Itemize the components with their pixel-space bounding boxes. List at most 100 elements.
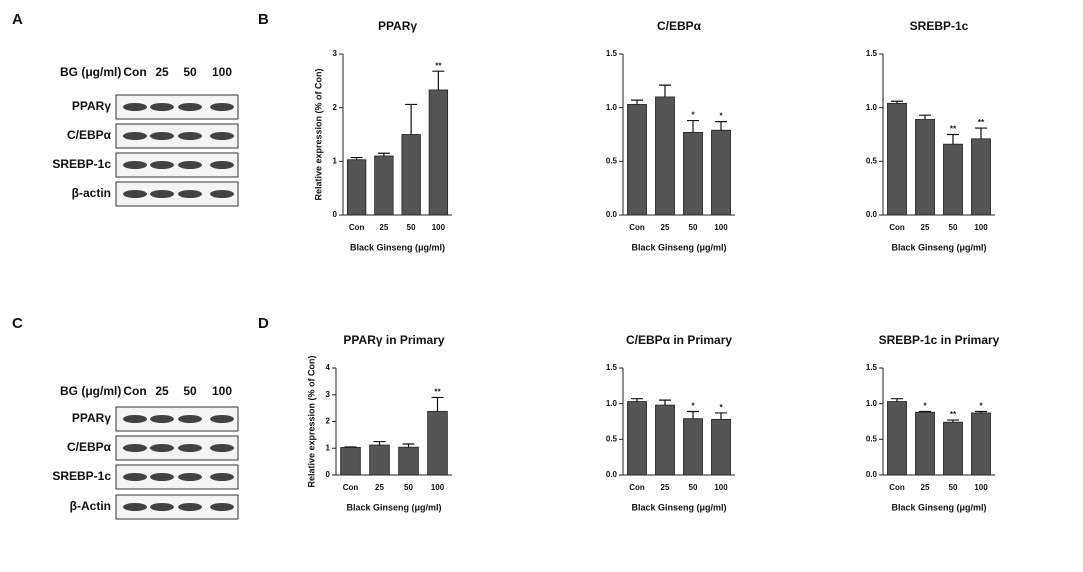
- x-tick-label: 100: [974, 483, 988, 492]
- chart-title: SREBP-1c in Primary: [879, 333, 1000, 347]
- x-tick-label: Con: [629, 483, 645, 492]
- y-tick-label: 0: [326, 470, 331, 479]
- bar: [943, 144, 962, 215]
- row-label: PPARγ: [72, 99, 111, 113]
- y-tick-label: 1.0: [866, 399, 878, 408]
- chart-title: PPARγ in Primary: [343, 333, 444, 347]
- error-bar: [687, 412, 699, 419]
- blot-band: [150, 132, 174, 140]
- x-tick-label: 50: [407, 223, 416, 232]
- blot-header: BG (μg/ml): [60, 65, 121, 79]
- x-axis-label: Black Ginseng (μg/ml): [891, 242, 986, 252]
- lane-label: 25: [155, 384, 169, 398]
- y-axis-label: Relative expression (% of Con): [306, 355, 316, 487]
- row-label: SREBP-1c: [52, 157, 111, 171]
- error-bar: [891, 399, 903, 402]
- y-tick-label: 1.5: [866, 49, 878, 58]
- blot-band: [150, 473, 174, 481]
- bar: [370, 445, 390, 475]
- error-bar: [947, 135, 959, 145]
- y-tick-label: 3: [326, 390, 331, 399]
- x-tick-label: Con: [349, 223, 365, 232]
- x-tick-label: Con: [889, 223, 905, 232]
- blot-band: [210, 103, 234, 111]
- significance-label: **: [950, 410, 957, 419]
- significance-label: **: [978, 118, 985, 127]
- x-tick-label: 100: [974, 223, 988, 232]
- significance-label: *: [691, 111, 695, 120]
- x-tick-label: 100: [714, 223, 728, 232]
- blot-band: [123, 190, 147, 198]
- blot-band: [178, 161, 202, 169]
- x-tick-label: 25: [379, 223, 388, 232]
- x-tick-label: 50: [404, 483, 413, 492]
- y-tick-label: 0.0: [866, 470, 878, 479]
- blot-band: [178, 444, 202, 452]
- error-bar: [432, 71, 444, 90]
- y-tick-label: 1.5: [606, 49, 618, 58]
- error-bar: [432, 397, 444, 411]
- blot-band: [210, 473, 234, 481]
- significance-label: *: [719, 403, 723, 412]
- bar: [971, 139, 990, 215]
- error-bar: [631, 399, 643, 402]
- y-tick-label: 0.5: [606, 434, 618, 443]
- y-tick-label: 1.0: [866, 103, 878, 112]
- x-axis-label: Black Ginseng (μg/ml): [891, 502, 986, 512]
- blot-band: [123, 103, 147, 111]
- x-axis-label: Black Ginseng (μg/ml): [350, 242, 445, 252]
- blot-band: [210, 415, 234, 423]
- blot-band: [123, 473, 147, 481]
- error-bar: [715, 122, 727, 131]
- blot-band: [178, 190, 202, 198]
- figure: A B C D BG (μg/ml)Con2550100PPARγC/EBPαS…: [0, 0, 1083, 572]
- x-tick-label: 25: [921, 483, 930, 492]
- lane-label: 25: [155, 65, 169, 79]
- significance-label: *: [923, 402, 927, 411]
- error-bar: [403, 444, 415, 447]
- y-tick-label: 0.5: [866, 156, 878, 165]
- bar: [627, 104, 646, 215]
- blot-band: [150, 444, 174, 452]
- x-tick-label: 25: [661, 223, 670, 232]
- bar: [943, 422, 962, 475]
- y-tick-label: 1.5: [866, 363, 878, 372]
- y-tick-label: 1: [333, 156, 338, 165]
- y-tick-label: 1.5: [606, 363, 618, 372]
- y-axis-label: Relative expression (% of Con): [313, 68, 323, 200]
- y-tick-label: 0: [333, 210, 338, 219]
- error-bar: [919, 115, 931, 119]
- row-label: PPARγ: [72, 411, 111, 425]
- panel-label: C: [12, 315, 23, 332]
- blot-band: [210, 190, 234, 198]
- bar: [375, 156, 394, 215]
- lane-label: Con: [123, 65, 146, 79]
- x-tick-label: Con: [629, 223, 645, 232]
- row-label: C/EBPα: [67, 128, 112, 142]
- x-tick-label: 50: [689, 483, 698, 492]
- significance-label: *: [979, 402, 983, 411]
- panel-label: A: [12, 11, 23, 28]
- bar: [683, 419, 702, 475]
- bar: [683, 132, 702, 215]
- chart-title: C/EBPα: [657, 19, 702, 33]
- blot-band: [210, 444, 234, 452]
- row-label: SREBP-1c: [52, 469, 111, 483]
- panel-label: D: [258, 315, 269, 332]
- row-label: β-Actin: [70, 499, 111, 513]
- y-tick-label: 4: [326, 363, 331, 372]
- y-tick-label: 0.0: [606, 470, 618, 479]
- x-tick-label: 25: [921, 223, 930, 232]
- blot-band: [150, 103, 174, 111]
- blot-band: [150, 503, 174, 511]
- x-tick-label: 100: [431, 483, 445, 492]
- bar: [347, 160, 366, 215]
- blot-band: [150, 415, 174, 423]
- chart-title: SREBP-1c: [910, 19, 969, 33]
- error-bar: [715, 413, 727, 419]
- blot-band: [123, 444, 147, 452]
- x-tick-label: 25: [375, 483, 384, 492]
- blot-band: [178, 415, 202, 423]
- bar: [971, 413, 990, 475]
- bar: [402, 135, 421, 216]
